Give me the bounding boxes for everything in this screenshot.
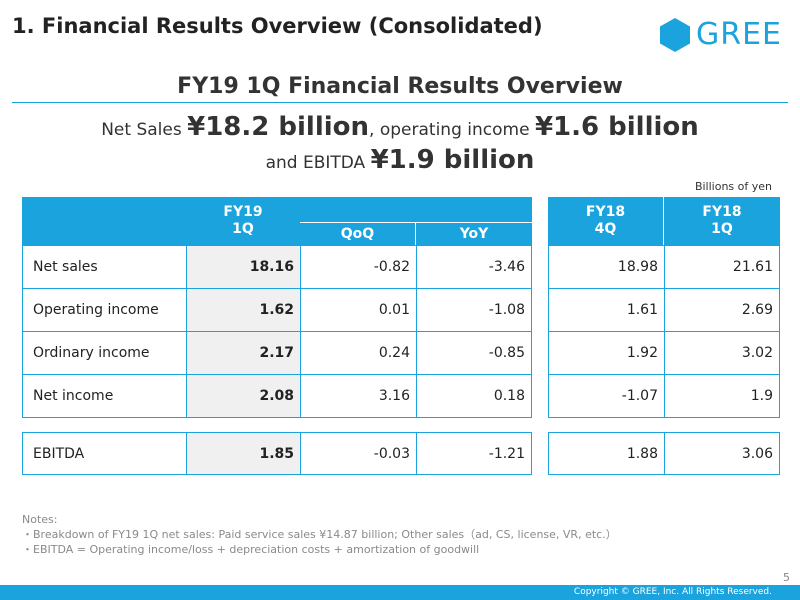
net-sales-highlight: ¥18.2 billion [187,112,370,142]
header-blank [22,197,186,245]
summary-text: and EBITDA [265,153,371,173]
header-change-group [300,197,532,222]
header-qoq: QoQ [300,222,416,245]
cell-ordinary-income-qoq: 0.24 [300,331,417,375]
slide-title: 1. Financial Results Overview (Consolida… [12,14,543,38]
cell-ebitda-yoy: -1.21 [416,432,532,475]
cell-net-sales-fy18-1q: 21.61 [664,245,780,289]
header-fy18-4q-line2: 4Q [594,221,617,237]
ebitda-highlight: ¥1.9 billion [370,145,535,175]
cell-ordinary-income-yoy: -0.85 [416,331,532,375]
operating-income-highlight: ¥1.6 billion [534,112,699,142]
cell-net-income-yoy: 0.18 [416,374,532,418]
cell-operating-income-fy18-1q: 2.69 [664,288,780,332]
cell-ordinary-income-fy19-1q: 2.17 [186,331,301,375]
logo-text: GREE [696,17,783,52]
notes-line-1: ・Breakdown of FY19 1Q net sales: Paid se… [22,528,617,541]
cell-ordinary-income-fy18-1q: 3.02 [664,331,780,375]
cell-net-sales-qoq: -0.82 [300,245,417,289]
footer-bar: Copyright © GREE, Inc. All Rights Reserv… [0,585,800,600]
header-fy18-4q: FY18 4Q [548,197,664,245]
cell-operating-income-fy18-4q: 1.61 [548,288,665,332]
summary-text: Net Sales [101,120,188,140]
cell-ebitda-qoq: -0.03 [300,432,417,475]
page-number: 5 [783,571,790,584]
units-label: Billions of yen [694,180,772,193]
row-label-operating-income: Operating income [22,288,187,332]
summary-text: , operating income [369,120,535,140]
cell-operating-income-fy19-1q: 1.62 [186,288,301,332]
header-fy18-1q-line1: FY18 [702,204,742,220]
header-fy19-1q: FY19 1Q [186,197,300,245]
header-fy19-1q-line2: 1Q [232,221,254,237]
row-label-ebitda: EBITDA [22,432,187,475]
header-fy19-1q-line1: FY19 [223,204,263,220]
header-fy18-1q-line2: 1Q [711,221,733,237]
header-fy18-1q: FY18 1Q [664,197,780,245]
cell-ebitda-fy18-4q: 1.88 [548,432,665,475]
copyright-text: Copyright © GREE, Inc. All Rights Reserv… [573,587,772,597]
cell-net-income-fy18-4q: -1.07 [548,374,665,418]
row-label-ordinary-income: Ordinary income [22,331,187,375]
gree-logo: GREE [660,18,782,52]
cell-ebitda-fy18-1q: 3.06 [664,432,780,475]
cell-operating-income-qoq: 0.01 [300,288,417,332]
cell-net-income-qoq: 3.16 [300,374,417,418]
summary-line-1: Net Sales ¥18.2 billion, operating incom… [0,112,800,142]
summary-line-2: and EBITDA ¥1.9 billion [0,145,800,175]
row-label-net-income: Net income [22,374,187,418]
header-fy18-4q-line1: FY18 [585,204,626,220]
cell-net-income-fy18-1q: 1.9 [664,374,780,418]
cell-operating-income-yoy: -1.08 [416,288,532,332]
cell-net-income-fy19-1q: 2.08 [186,374,301,418]
notes: Notes: ・Breakdown of FY19 1Q net sales: … [22,512,617,557]
cell-net-sales-fy19-1q: 18.16 [186,245,301,289]
row-label-net-sales: Net sales [22,245,187,289]
headline-divider [12,102,788,103]
headline: FY19 1Q Financial Results Overview [177,74,623,99]
notes-title: Notes: [22,513,58,526]
hexagon-logo-icon [660,18,690,52]
notes-line-2: ・EBITDA = Operating income/loss + deprec… [22,543,480,556]
cell-ordinary-income-fy18-4q: 1.92 [548,331,665,375]
cell-net-sales-fy18-4q: 18.98 [548,245,665,289]
cell-net-sales-yoy: -3.46 [416,245,532,289]
cell-ebitda-fy19-1q: 1.85 [186,432,301,475]
header-yoy: YoY [416,222,532,245]
